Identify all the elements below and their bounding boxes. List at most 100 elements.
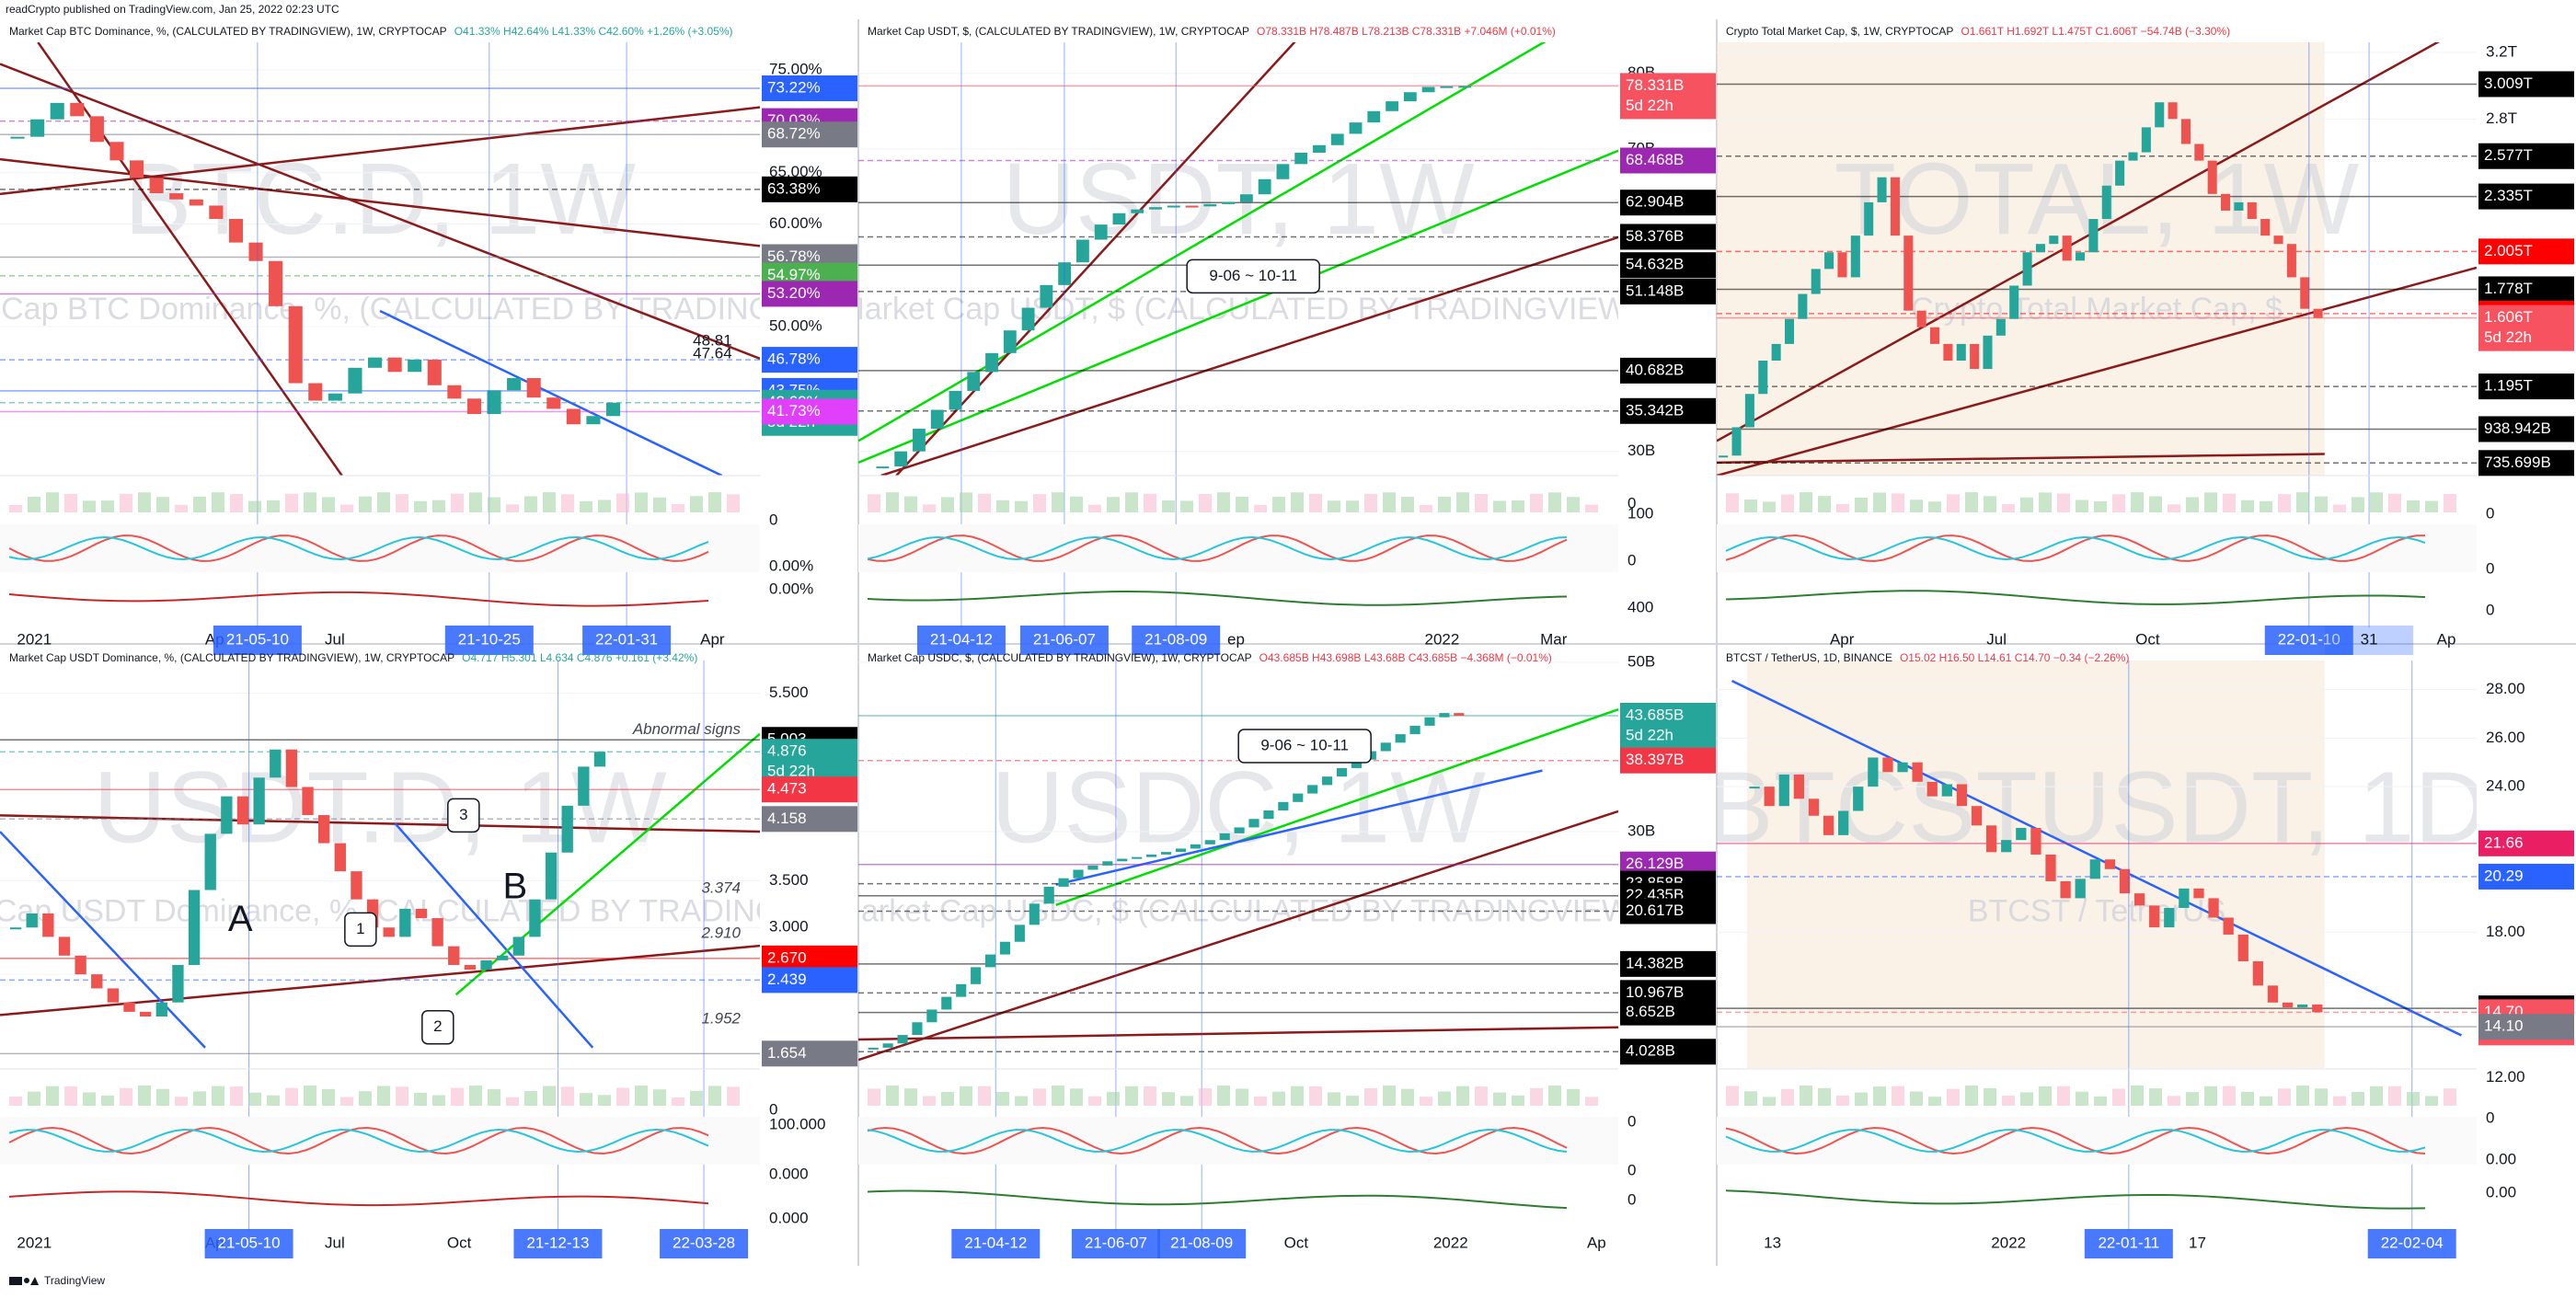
candle <box>1912 762 1923 782</box>
volume-decoration <box>868 1088 880 1106</box>
volume-decoration <box>506 504 519 512</box>
price-label: 10.967B <box>1626 983 1684 1001</box>
volume-decoration <box>46 492 59 512</box>
annotation: 1.952 <box>701 1009 741 1027</box>
time-label: 13 <box>1764 1234 1781 1251</box>
volume-decoration <box>1052 1085 1064 1106</box>
candle <box>1744 394 1754 428</box>
range-band <box>1747 660 2325 1068</box>
volume-decoration <box>1965 1085 1978 1106</box>
time-label: 2022 <box>1433 1234 1468 1251</box>
volume-decoration <box>561 494 574 512</box>
annotation: 3 <box>459 806 467 823</box>
candle <box>1160 852 1172 855</box>
price-label: 4.473 <box>767 780 807 798</box>
candle <box>1132 856 1143 859</box>
candle <box>1248 819 1259 828</box>
candle <box>302 787 314 816</box>
candle <box>123 1002 135 1012</box>
time-label: Oct <box>1284 1234 1309 1251</box>
time-label: Oct <box>447 1234 472 1251</box>
price-label: 58.376B <box>1626 227 1684 245</box>
volume-decoration <box>1726 1085 1739 1106</box>
volume-decoration <box>960 1085 972 1106</box>
pane-label: 0 <box>1627 1190 1636 1208</box>
volume-decoration <box>904 496 917 512</box>
volume-decoration <box>886 1085 899 1106</box>
price-label-bg <box>1620 397 1716 424</box>
candle <box>526 377 541 398</box>
price-label: 4.158 <box>767 810 807 827</box>
price-countdown: 5d 22h <box>1626 726 1673 743</box>
price-label: 938.942B <box>2484 419 2551 437</box>
annotation: Abnormal signs <box>632 720 742 738</box>
candle <box>2252 960 2263 986</box>
chart-area: BTC.D, 1W Market Cap BTC Dominance, %, (C… <box>0 42 760 476</box>
volume-decoration <box>2223 1085 2236 1106</box>
volume-decoration <box>359 1091 372 1106</box>
time-label: Jul <box>1986 630 2007 648</box>
volume-decoration <box>1107 497 1120 512</box>
price-label-bg <box>762 176 857 202</box>
volume-decoration <box>1217 1085 1230 1106</box>
candle <box>431 918 443 947</box>
candle <box>1278 801 1289 811</box>
volume-decoration <box>1088 504 1101 512</box>
title-text: Market Cap BTC Dominance, %, (CALCULATED… <box>9 25 447 38</box>
trend-line <box>1055 707 1618 906</box>
price-countdown: 5d 22h <box>1626 97 1673 114</box>
trend-line <box>880 235 1618 476</box>
price-label-bg <box>762 945 857 971</box>
panel-title: Market Cap BTC Dominance, %, (CALCULATED… <box>9 25 733 38</box>
candle <box>427 359 442 385</box>
volume-decoration <box>2370 1085 2383 1106</box>
volume-decoration <box>120 1087 132 1106</box>
candle <box>399 908 411 937</box>
pane-label: 0.00% <box>769 557 813 574</box>
candle <box>2273 235 2283 245</box>
volume-decoration <box>2076 500 2088 512</box>
volume-decoration <box>616 1087 629 1106</box>
price-label: 53.20% <box>767 284 821 302</box>
pane-label: 0 <box>1627 1112 1636 1130</box>
volume-decoration <box>727 494 740 512</box>
candle <box>2049 235 2059 245</box>
watermark-sub: Market Cap USDT, $ (CALCULATED BY TRADIN… <box>838 292 1638 327</box>
candle <box>1330 133 1344 145</box>
candle <box>1003 330 1017 353</box>
candle <box>288 305 303 384</box>
volume-decoration <box>561 1086 574 1106</box>
candle <box>1258 178 1271 195</box>
volume-decoration <box>1493 500 1506 512</box>
volume-decoration <box>46 1085 59 1106</box>
candle <box>408 359 422 373</box>
volume-decoration <box>1125 492 1138 512</box>
volume-decoration <box>1401 497 1414 512</box>
candle <box>448 946 460 965</box>
volume-decoration <box>635 492 648 512</box>
time-label: 21-10-25 <box>458 630 521 648</box>
annotation: 2.910 <box>700 924 741 941</box>
candle <box>1970 343 1980 370</box>
volume-decoration <box>1180 500 1193 512</box>
volume-decoration <box>1199 493 1212 512</box>
oscillator-decoration <box>1725 1129 2426 1153</box>
volume-decoration <box>1254 1096 1267 1106</box>
watermark-sub: Market Cap USDT Dominance, % (CALCULATED… <box>0 894 869 929</box>
volume-decoration <box>28 1091 40 1106</box>
price-label: 41.73% <box>767 402 821 419</box>
volume-decoration <box>1984 1087 1996 1106</box>
volume-decoration <box>1984 496 1996 512</box>
candle <box>328 393 342 401</box>
price-label-bg <box>762 1040 857 1067</box>
time-label: Apr <box>1830 630 1855 648</box>
price-label: 2.439 <box>767 971 807 988</box>
candle <box>1882 757 1893 773</box>
volume-decoration <box>1800 1085 1812 1106</box>
volume-decoration <box>64 493 77 512</box>
candle <box>1771 343 1781 362</box>
time-label: Jul <box>325 630 345 648</box>
candle <box>2207 160 2217 194</box>
volume-decoration <box>1475 493 1488 512</box>
candle <box>1395 734 1406 743</box>
